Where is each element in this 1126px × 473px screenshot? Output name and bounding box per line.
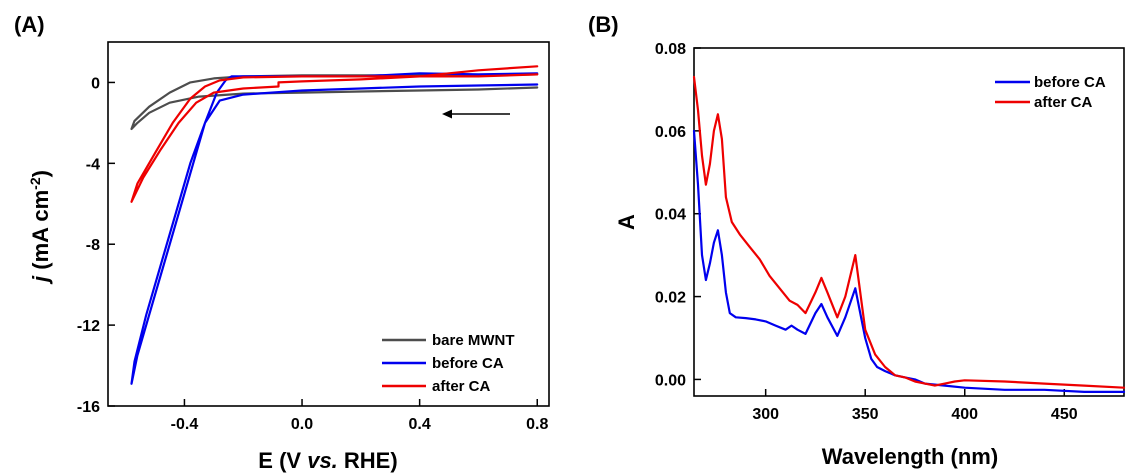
panel-a: (A) -0.4 0.0 0.4 0.8 0 -4 -8 -12 -16 j (mA cm-2)… [14,12,550,473]
panel-a-x-axis-label: E (V vs. RHE) [258,448,397,473]
panel-b-y-tick-label: 0.04 [655,207,686,224]
panel-a-x-tick-label: 0.8 [526,416,548,433]
panel-a-x-tick-label: -0.4 [171,416,199,433]
panel-b-y-tick-label: 0.08 [655,41,686,58]
panel-b-x-tick-label: 350 [852,406,879,423]
panel-b-x-tick-label: 300 [752,406,779,423]
panel-b-x-tick-label: 400 [951,406,978,423]
panel-b-x-axis-label: Wavelength (nm) [822,444,998,469]
panel-b-y-tick-label: 0.00 [655,372,686,389]
panel-b-legend: before CA after CA [995,74,1106,111]
panel-a-y-tick-label: -8 [86,237,100,254]
panel-a-y-tick-label: 0 [91,75,100,92]
panel-a-y-tick-label: -12 [77,318,100,335]
panel-b: (B) 300 350 400 450 0.00 0.02 0.04 0.06 0.08 A W… [588,12,1126,469]
panel-b-series-before-ca [692,129,1126,393]
panel-b-series [692,75,1126,393]
panel-b-x-tick-label: 450 [1051,406,1078,423]
panel-a-y-tick-label: -4 [86,156,100,173]
panel-b-y-tick-label: 0.02 [655,290,686,307]
panel-a-y-axis-label: j (mA cm-2) [27,170,53,285]
panel-b-label: (B) [588,12,619,37]
panel-b-y-axis-label: A [614,214,639,230]
panel-a-x-tick-label: 0.0 [291,416,313,433]
panel-b-plot-frame [693,47,1125,397]
panel-a-legend: bare MWNT before CA after CA [382,332,515,395]
panel-a-x-tick-label: 0.4 [409,416,431,433]
scan-direction-arrow [442,109,510,119]
legend-label-before-ca-a: before CA [432,355,504,372]
legend-label-after-ca-b: after CA [1034,94,1093,111]
panel-a-ticks: -0.4 0.0 0.4 0.8 0 -4 -8 -12 -16 [77,75,549,433]
panel-b-ticks: 300 350 400 450 0.00 0.02 0.04 0.06 0.08 [655,41,1078,423]
panel-b-series-after-ca [692,75,1126,389]
panel-a-series-bare-mwnt [130,73,539,131]
panel-b-y-tick-label: 0.06 [655,124,686,141]
panel-a-label: (A) [14,12,45,37]
legend-label-before-ca-b: before CA [1034,74,1106,91]
legend-label-after-ca-a: after CA [432,378,491,395]
panel-a-plot-frame [107,41,550,407]
legend-label-bare-mwnt: bare MWNT [432,332,515,349]
panel-a-y-tick-label: -16 [77,399,100,416]
panel-a-series-after-ca [130,65,539,203]
panel-a-series [130,65,539,385]
